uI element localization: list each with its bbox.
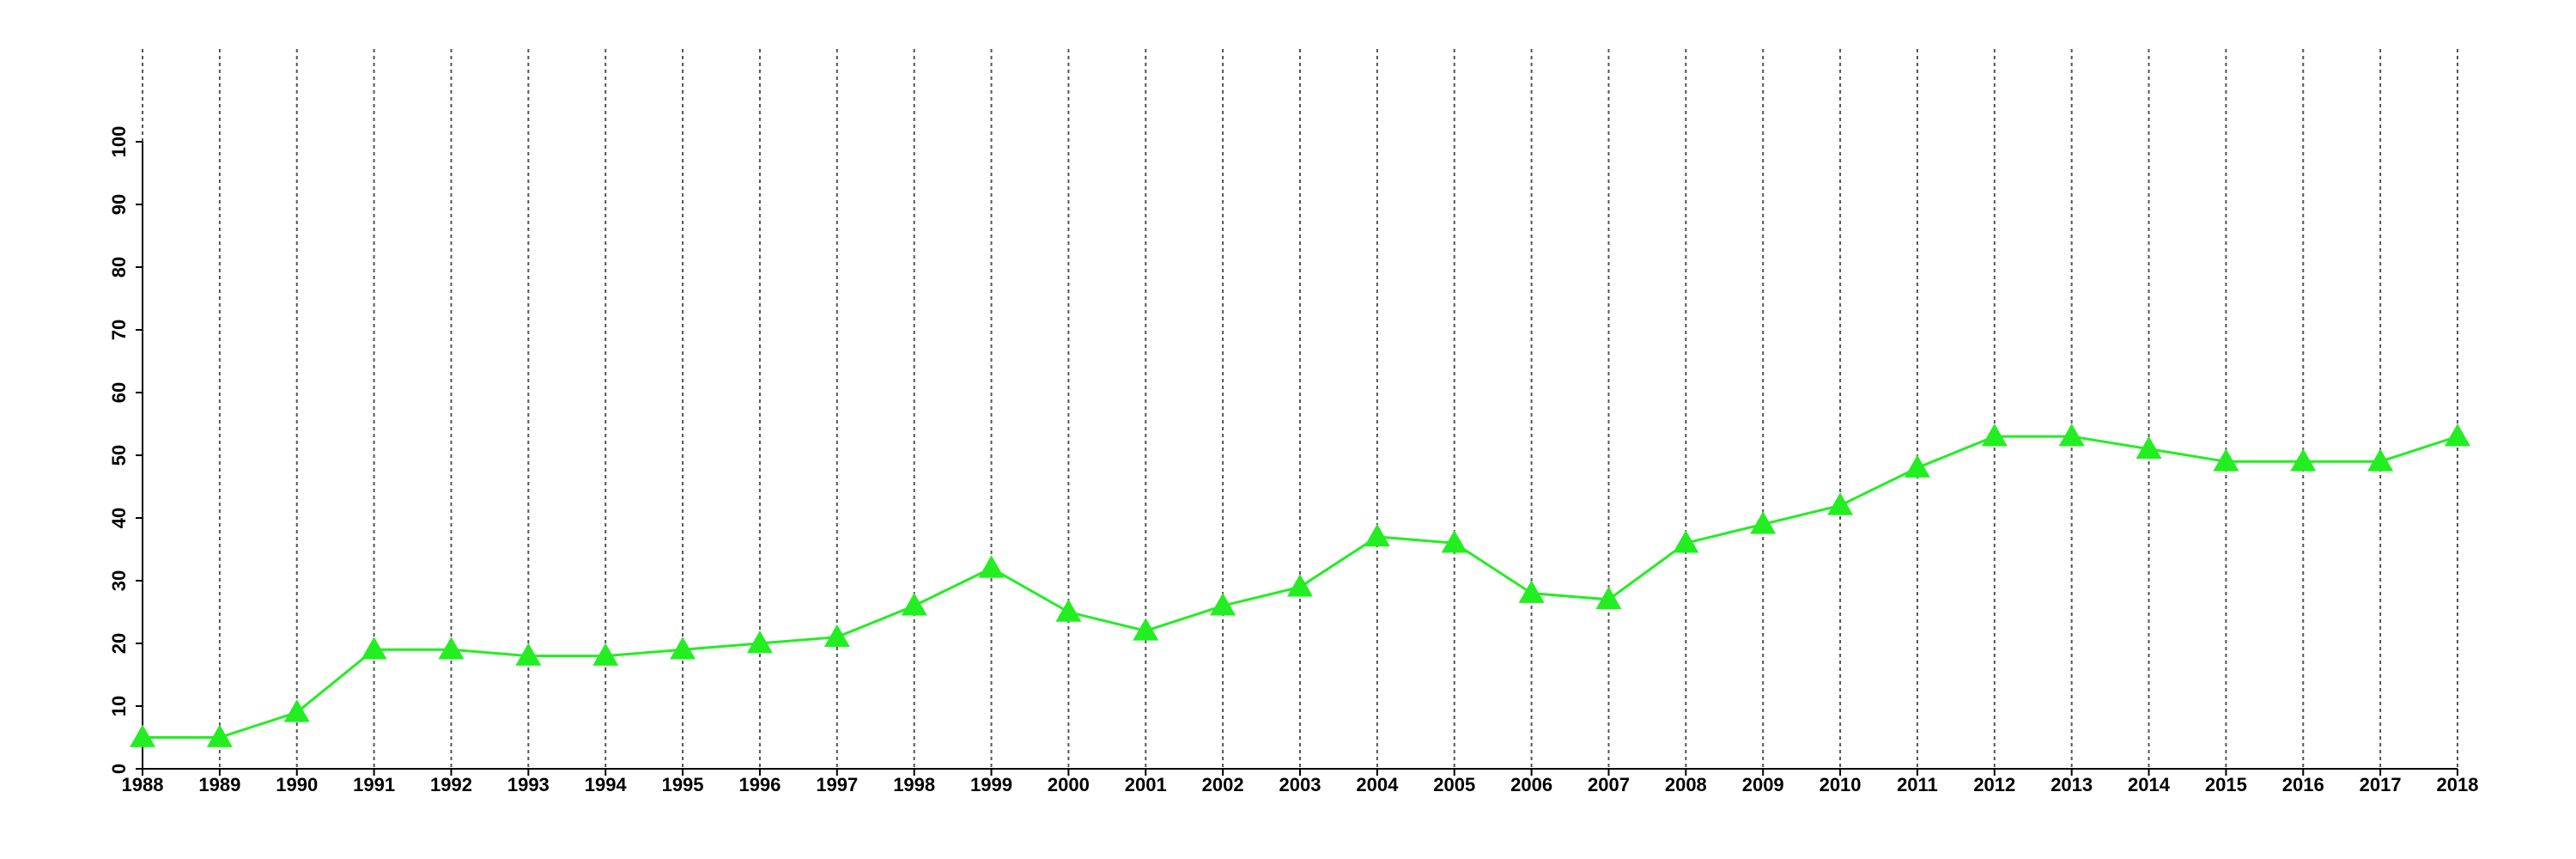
x-tick-label: 1994 <box>585 774 628 795</box>
data-point <box>283 699 310 722</box>
data-point <box>361 637 387 660</box>
y-tick-label: 40 <box>108 508 130 528</box>
data-point <box>1904 454 1930 478</box>
data-point <box>670 637 696 660</box>
data-point <box>2058 423 2085 447</box>
data-point <box>978 555 1005 578</box>
y-tick-label: 30 <box>108 570 130 591</box>
x-tick-label: 2014 <box>2128 774 2171 795</box>
x-tick-label: 1990 <box>276 774 318 795</box>
x-tick-label: 2016 <box>2282 774 2324 795</box>
x-tick-label: 2006 <box>1510 774 1552 795</box>
x-tick-label: 2000 <box>1048 774 1090 795</box>
x-tick-label: 2003 <box>1279 774 1321 795</box>
data-point <box>1441 530 1467 553</box>
x-tick-label: 1991 <box>353 774 395 795</box>
x-tick-label: 1997 <box>816 774 858 795</box>
y-tick-label: 10 <box>108 696 130 716</box>
x-tick-label: 2012 <box>1973 774 2015 795</box>
data-point <box>2445 423 2470 447</box>
x-tick-label: 2005 <box>1433 774 1475 795</box>
x-tick-label: 1992 <box>430 774 472 795</box>
data-point <box>2213 448 2239 472</box>
x-tick-label: 2017 <box>2360 774 2402 795</box>
y-tick-label: 90 <box>108 194 130 215</box>
data-point <box>823 624 850 647</box>
data-point <box>206 724 233 747</box>
data-point <box>1673 530 1699 553</box>
x-tick-label: 1996 <box>738 774 781 795</box>
data-point <box>438 637 465 660</box>
data-point <box>1133 618 1159 641</box>
data-point <box>515 643 542 666</box>
x-tick-label: 1989 <box>198 774 240 795</box>
data-point <box>1518 580 1545 603</box>
data-point <box>901 593 927 616</box>
data-point <box>2290 448 2317 472</box>
data-point <box>2367 448 2394 472</box>
x-tick-label: 1993 <box>507 774 550 795</box>
y-tick-label: 70 <box>108 320 130 340</box>
y-tick-label: 100 <box>108 126 130 158</box>
x-tick-label: 2001 <box>1125 774 1167 795</box>
x-tick-label: 2002 <box>1202 774 1244 795</box>
data-point <box>130 724 155 747</box>
x-tick-label: 2004 <box>1356 774 1399 795</box>
data-point <box>592 643 619 666</box>
data-point <box>1364 523 1390 547</box>
data-point <box>2136 436 2162 459</box>
x-tick-label: 2008 <box>1665 774 1707 795</box>
x-tick-label: 2011 <box>1897 774 1938 795</box>
x-tick-label: 1999 <box>970 774 1012 795</box>
data-point <box>1055 599 1082 622</box>
data-point <box>1210 593 1236 616</box>
x-tick-label: 2010 <box>1820 774 1862 795</box>
data-point <box>1750 511 1777 534</box>
x-tick-label: 1995 <box>662 774 704 795</box>
data-point <box>1981 423 2008 447</box>
data-point <box>1287 574 1313 597</box>
data-point <box>746 631 773 654</box>
x-tick-label: 1998 <box>893 774 935 795</box>
x-tick-label: 2007 <box>1588 774 1630 795</box>
y-tick-label: 50 <box>108 445 130 466</box>
y-tick-label: 60 <box>108 382 130 403</box>
x-tick-label: 2009 <box>1742 774 1784 795</box>
x-tick-label: 2018 <box>2437 774 2479 795</box>
y-tick-label: 80 <box>108 257 130 277</box>
data-point <box>1595 586 1622 610</box>
data-point <box>1827 492 1854 515</box>
x-tick-label: 2013 <box>2050 774 2093 795</box>
y-tick-label: 20 <box>108 633 130 654</box>
x-tick-label: 1988 <box>122 774 164 795</box>
x-tick-label: 2015 <box>2205 774 2247 795</box>
y-tick-label: 0 <box>108 764 130 774</box>
